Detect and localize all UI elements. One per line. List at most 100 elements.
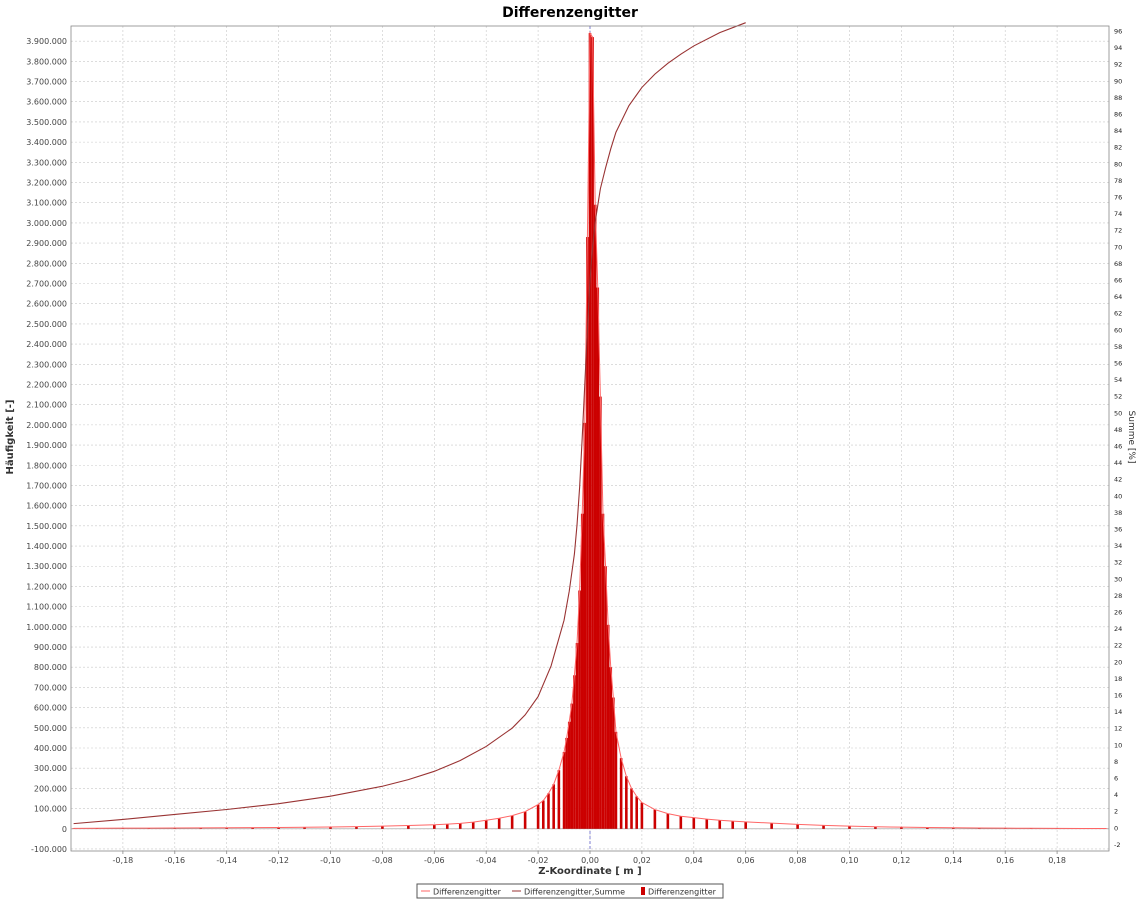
- y2-tick-label: 84: [1114, 127, 1122, 135]
- y2-tick-label: 4: [1114, 791, 1118, 799]
- y-tick-label: 600.000: [34, 704, 67, 713]
- legend-entry-3: Differenzengitter: [648, 888, 717, 897]
- y-tick-label: 700.000: [34, 683, 67, 692]
- x-axis-ticks: -0,18 -0,16 -0,14 -0,12 -0,10 -0,08 -0,06 -0,04…: [113, 851, 1066, 865]
- y2-tick-label: 54: [1114, 376, 1122, 384]
- y2-tick-label: 40: [1114, 492, 1122, 500]
- histogram-bar: [630, 788, 633, 829]
- y-tick-label: 1.800.000: [26, 461, 67, 470]
- y2-tick-label: 48: [1114, 426, 1122, 434]
- histogram-bar: [567, 721, 571, 829]
- y2-tick-label: 90: [1114, 77, 1122, 85]
- histogram-bar: [547, 793, 550, 829]
- histogram-bar: [329, 826, 332, 829]
- x-tick-label: -0,02: [528, 856, 549, 865]
- y2-tick-label: 20: [1114, 658, 1122, 666]
- histogram-bar: [523, 811, 527, 829]
- histogram-bar: [578, 590, 581, 829]
- y2-tick-label: 28: [1114, 592, 1122, 600]
- legend-entry-1: Differenzengitter: [433, 888, 502, 897]
- y2-tick-label: 26: [1114, 608, 1122, 616]
- x-tick-label: 0,00: [581, 856, 599, 865]
- histogram-bar: [471, 822, 475, 829]
- y-tick-label: 3.100.000: [26, 199, 67, 208]
- histogram-bar: [497, 818, 501, 829]
- x-tick-label: 0,06: [737, 856, 755, 865]
- y2-tick-label: 12: [1114, 725, 1122, 733]
- y2-tick-label: 96: [1114, 27, 1122, 35]
- histogram-bar: [484, 820, 488, 829]
- y-tick-label: 1.000.000: [26, 623, 67, 632]
- x-tick-label: -0,18: [113, 856, 134, 865]
- histogram-bar: [744, 821, 747, 829]
- histogram-bar: [848, 826, 851, 829]
- y2-tick-label: 64: [1114, 293, 1122, 301]
- x-tick-label: -0,06: [424, 856, 445, 865]
- x-tick-label: 0,10: [841, 856, 859, 865]
- histogram-bar: [445, 824, 449, 829]
- histogram-bar: [583, 422, 587, 829]
- y2-tick-label: 88: [1114, 94, 1122, 102]
- x-tick-label: 0,12: [892, 856, 910, 865]
- y2-tick-label: 44: [1114, 459, 1122, 467]
- x-tick-label: -0,04: [476, 856, 497, 865]
- histogram-bar: [573, 675, 576, 829]
- y2-tick-label: 62: [1114, 310, 1122, 318]
- histogram-bar: [433, 824, 436, 829]
- y-tick-label: 1.900.000: [26, 441, 67, 450]
- histogram-bar: [251, 827, 254, 829]
- histogram-bar: [796, 824, 799, 829]
- x-tick-label: -0,08: [372, 856, 393, 865]
- histogram-bar: [510, 815, 514, 829]
- histogram-bar: [625, 776, 628, 829]
- y2-tick-label: 92: [1114, 61, 1122, 69]
- y-tick-label: 3.700.000: [26, 78, 67, 87]
- y2-tick-label: 50: [1114, 409, 1122, 417]
- y-tick-label: 2.400.000: [26, 340, 67, 349]
- y-tick-label: 2.600.000: [26, 300, 67, 309]
- histogram-bar: [562, 752, 566, 829]
- histogram-bar: [552, 784, 555, 829]
- histogram-bar: [731, 821, 735, 829]
- y2-tick-label: 60: [1114, 326, 1122, 334]
- histogram-bar: [541, 800, 545, 829]
- histogram-bar: [952, 827, 955, 829]
- y-tick-label: 300.000: [34, 764, 67, 773]
- y-tick-label: 3.000.000: [26, 219, 67, 228]
- y-tick-label: 3.400.000: [26, 138, 67, 147]
- y2-tick-label: 34: [1114, 542, 1122, 550]
- y2-tick-label: 24: [1114, 625, 1122, 633]
- histogram-bar: [606, 624, 610, 829]
- y2-tick-label: 6: [1114, 774, 1118, 782]
- series-line-differenzengitter: [73, 31, 1107, 830]
- y-tick-label: 2.900.000: [26, 239, 67, 248]
- histogram-bar: [575, 642, 579, 829]
- legend-frame: [416, 883, 724, 899]
- histogram-bar: [458, 823, 462, 829]
- legend-entry-2: Differenzengitter,Summe: [524, 888, 625, 897]
- histogram-bar: [874, 826, 877, 829]
- y2-tick-label: 0: [1114, 824, 1118, 832]
- series-lines: [73, 22, 1107, 830]
- histogram-bar: [570, 703, 574, 829]
- y2-tick-label: 76: [1114, 193, 1122, 201]
- x-tick-label: 0,18: [1048, 856, 1066, 865]
- histogram-bar: [718, 820, 722, 829]
- histogram-bar: [604, 566, 607, 829]
- x-tick-label: 0,16: [996, 856, 1014, 865]
- y-tick-label: 2.100.000: [26, 401, 67, 410]
- histogram-bar: [926, 827, 929, 829]
- histogram-bar: [705, 819, 709, 829]
- y2-tick-label: 80: [1114, 160, 1122, 168]
- y2-tick-label: 22: [1114, 642, 1122, 650]
- y-tick-label: -100.000: [31, 845, 67, 854]
- x-tick-label: 0,02: [633, 856, 651, 865]
- x-tick-label: 0,14: [944, 856, 962, 865]
- y-tick-label: 1.700.000: [26, 481, 67, 490]
- legend-swatch-square-3: [641, 887, 645, 895]
- y2-tick-label: 78: [1114, 177, 1122, 185]
- histogram-bar: [225, 827, 228, 829]
- y-tick-label: 800.000: [34, 663, 67, 672]
- y-tick-label: 3.600.000: [26, 98, 67, 107]
- histogram-bar: [565, 737, 568, 829]
